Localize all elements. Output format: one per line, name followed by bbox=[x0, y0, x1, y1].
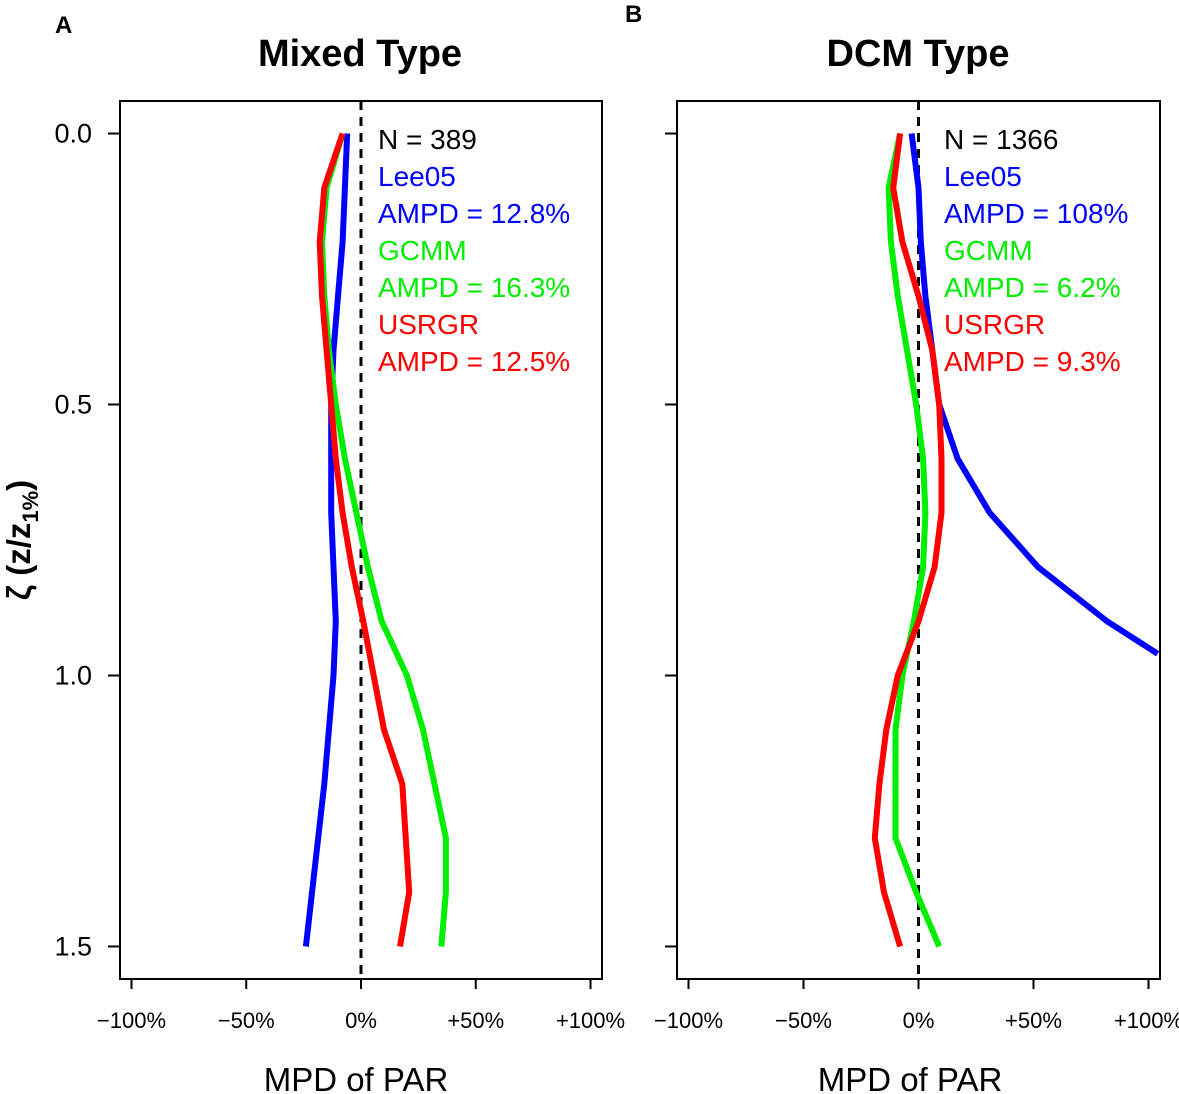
y-tick-label: 0.0 bbox=[54, 119, 92, 149]
legend-gcmm-name: GCMM bbox=[378, 235, 467, 266]
x-tick-label: −50% bbox=[775, 1008, 832, 1033]
legend-lee05-name: Lee05 bbox=[378, 161, 456, 192]
x-axis: −100% −50% 0% +50% +100% bbox=[97, 979, 625, 1033]
y-axis bbox=[665, 132, 677, 948]
x-tick-label: 0% bbox=[345, 1008, 377, 1033]
n-label: N = 1366 bbox=[944, 124, 1058, 155]
x-tick-label: +100% bbox=[556, 1008, 625, 1033]
x-tick-label: +50% bbox=[1005, 1008, 1062, 1033]
legend-usrgr-ampd: AMPD = 12.5% bbox=[378, 346, 570, 377]
legend: N = 1366 Lee05 AMPD = 108% GCMM AMPD = 6… bbox=[944, 124, 1128, 377]
panel-title: DCM Type bbox=[827, 33, 1010, 75]
n-label: N = 389 bbox=[378, 124, 477, 155]
y-tick-label: 1.0 bbox=[54, 660, 92, 690]
legend-usrgr-name: USRGR bbox=[944, 309, 1045, 340]
x-tick-label: −50% bbox=[218, 1008, 275, 1033]
x-axis-title: MPD of PAR bbox=[818, 1061, 1003, 1094]
legend-gcmm-ampd: AMPD = 16.3% bbox=[378, 272, 570, 303]
y-axis-title-prefix: ζ (z/z bbox=[0, 523, 37, 601]
y-axis: 0.0 0.5 1.0 1.5 bbox=[54, 119, 120, 961]
legend-gcmm-name: GCMM bbox=[944, 235, 1033, 266]
series-lines bbox=[302, 132, 449, 948]
x-tick-label: 0% bbox=[903, 1008, 935, 1033]
series-line-usrgr bbox=[871, 133, 945, 948]
x-axis: −100% −50% 0% +50% +100% bbox=[654, 979, 1179, 1033]
series-line-gcmm bbox=[885, 132, 942, 948]
series-lines bbox=[871, 132, 1160, 948]
x-tick-label: −100% bbox=[654, 1008, 723, 1033]
legend-lee05-ampd: AMPD = 12.8% bbox=[378, 198, 570, 229]
y-axis-title: ζ (z/z1%) bbox=[0, 480, 43, 600]
series-line-usrgr bbox=[316, 132, 413, 948]
y-axis-title-suffix: ) bbox=[0, 480, 37, 491]
legend-gcmm-ampd: AMPD = 6.2% bbox=[944, 272, 1121, 303]
legend-lee05-ampd: AMPD = 108% bbox=[944, 198, 1128, 229]
panel-letter: A bbox=[55, 12, 72, 39]
x-tick-label: −100% bbox=[97, 1008, 166, 1033]
x-tick-label: +100% bbox=[1114, 1008, 1179, 1033]
y-tick-label: 1.5 bbox=[54, 931, 92, 961]
x-tick-label: +50% bbox=[447, 1008, 504, 1033]
panel-letter: B bbox=[625, 1, 642, 28]
panel-title: Mixed Type bbox=[258, 33, 462, 75]
legend-lee05-name: Lee05 bbox=[944, 161, 1022, 192]
x-axis-title: MPD of PAR bbox=[264, 1061, 449, 1094]
legend-usrgr-ampd: AMPD = 9.3% bbox=[944, 346, 1121, 377]
panel-a: A Mixed Type 0.0 0.5 1.0 1.5 −100% −50% 0% +50… bbox=[54, 12, 625, 1094]
panel-b: B DCM Type −100% −50% 0% +50% +100% N = 1366… bbox=[625, 1, 1179, 1094]
y-axis-title-subscript: 1% bbox=[18, 491, 43, 523]
legend-usrgr-name: USRGR bbox=[378, 309, 479, 340]
y-tick-label: 0.5 bbox=[54, 390, 92, 420]
series-line-lee05 bbox=[302, 133, 351, 947]
legend: N = 389 Lee05 AMPD = 12.8% GCMM AMPD = 1… bbox=[378, 124, 570, 377]
